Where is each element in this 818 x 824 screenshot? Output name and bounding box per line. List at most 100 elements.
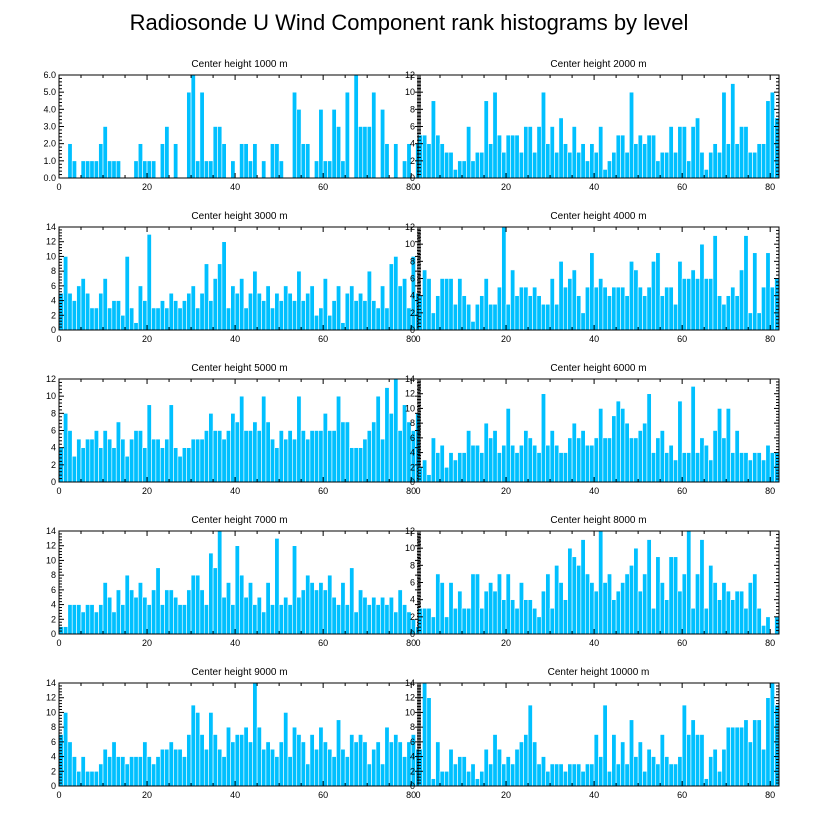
histogram-bar — [102, 126, 108, 179]
histogram-bar — [558, 261, 564, 331]
x-tick-label: 20 — [501, 182, 511, 192]
histogram-bar — [686, 734, 692, 787]
histogram-bar — [690, 126, 696, 179]
histogram-bar — [173, 143, 179, 179]
histogram-bar — [598, 126, 604, 179]
histogram-bar — [664, 286, 670, 331]
histogram-bar — [681, 704, 687, 787]
histogram-bar — [734, 726, 740, 787]
histogram-bar — [510, 444, 516, 483]
x-tick-label: 0 — [56, 790, 61, 800]
histogram-bar — [611, 415, 617, 483]
histogram-bar — [164, 748, 170, 787]
histogram-bar — [230, 413, 236, 483]
x-tick-label: 0 — [56, 334, 61, 344]
histogram-bar — [234, 545, 240, 635]
histogram-bar — [664, 452, 670, 483]
y-tick-label: 0 — [410, 629, 415, 639]
histogram-bar — [466, 770, 472, 787]
histogram-bar — [76, 770, 82, 787]
histogram-bar — [452, 459, 458, 483]
x-tick-label: 40 — [589, 486, 599, 496]
histogram-bar — [292, 726, 298, 787]
histogram-bar — [461, 295, 467, 331]
histogram-bar — [492, 734, 498, 787]
histogram-bar — [651, 134, 657, 179]
panel-title: Center height 7000 m — [191, 515, 287, 526]
histogram-bar — [629, 261, 635, 331]
histogram-bar — [510, 763, 516, 787]
histogram-bar — [203, 263, 209, 331]
y-tick-label: 2 — [51, 614, 56, 624]
histogram-bar — [655, 252, 661, 331]
histogram-bar — [186, 734, 192, 787]
histogram-bar — [567, 278, 573, 331]
histogram-bar — [584, 444, 590, 483]
histogram-bar — [159, 447, 165, 483]
histogram-bar — [120, 756, 126, 787]
plot-frame — [417, 378, 780, 483]
x-tick-label: 80 — [765, 638, 775, 648]
histogram-bar — [554, 763, 560, 787]
histogram-bar — [505, 303, 511, 331]
histogram-bar — [93, 611, 99, 635]
histogram-bar — [243, 307, 249, 331]
histogram-panels: Center height 1000 m 0.0 1.0 2.0 3.0 4.0 5.0 6.… — [43, 59, 780, 800]
histogram-bar — [739, 726, 745, 787]
histogram-bar — [107, 596, 113, 635]
y-tick-label: 6 — [51, 281, 56, 291]
histogram-bar — [129, 307, 135, 331]
histogram-bar — [366, 430, 372, 483]
histogram-bar — [747, 459, 753, 483]
y-tick-label: 14 — [46, 222, 56, 232]
histogram-bar — [695, 117, 701, 179]
histogram-bar — [435, 295, 441, 331]
histogram-bar — [545, 444, 551, 483]
histogram-bar — [322, 160, 328, 179]
histogram-bar — [624, 295, 630, 331]
histogram-bar — [527, 295, 533, 331]
histogram-bar — [371, 748, 377, 787]
histogram-bar — [743, 235, 749, 331]
x-tick-label: 80 — [406, 182, 416, 192]
histogram-bar — [496, 134, 502, 179]
histogram-bar — [331, 109, 337, 179]
histogram-bar — [314, 314, 320, 331]
histogram-bar — [435, 134, 441, 179]
histogram-bar — [430, 616, 436, 635]
histogram-bar — [115, 589, 121, 635]
histogram-bar — [349, 285, 355, 331]
histogram-bar — [309, 582, 315, 635]
histogram-bar — [725, 143, 731, 179]
histogram-bar — [523, 286, 529, 331]
y-tick-label: 6.0 — [43, 70, 56, 80]
histogram-bar — [712, 235, 718, 331]
histogram-bar — [703, 169, 709, 179]
histogram-bar — [756, 143, 762, 179]
y-tick-label: 14 — [46, 678, 56, 688]
histogram-bar — [98, 763, 104, 787]
histogram-bar — [730, 452, 736, 483]
histogram-bar — [717, 295, 723, 331]
x-tick-label: 20 — [142, 486, 152, 496]
histogram-bar — [527, 437, 533, 483]
histogram-bar — [743, 452, 749, 483]
y-tick-label: 4 — [410, 291, 415, 301]
histogram-bar — [217, 748, 223, 787]
histogram-bar — [422, 682, 428, 787]
y-tick-label: 4 — [51, 296, 56, 306]
histogram-bar — [611, 151, 617, 179]
histogram-bar — [725, 295, 731, 331]
histogram-bar — [651, 261, 657, 331]
histogram-bar — [734, 590, 740, 635]
y-tick-label: 12 — [46, 541, 56, 551]
histogram-bar — [761, 748, 767, 787]
histogram-bar — [752, 151, 758, 179]
x-tick-label: 40 — [589, 334, 599, 344]
histogram-bar — [261, 395, 267, 483]
histogram-bar — [646, 393, 652, 483]
histogram-bar — [492, 91, 498, 179]
histogram-bar — [397, 589, 403, 635]
histogram-bar — [93, 160, 99, 179]
